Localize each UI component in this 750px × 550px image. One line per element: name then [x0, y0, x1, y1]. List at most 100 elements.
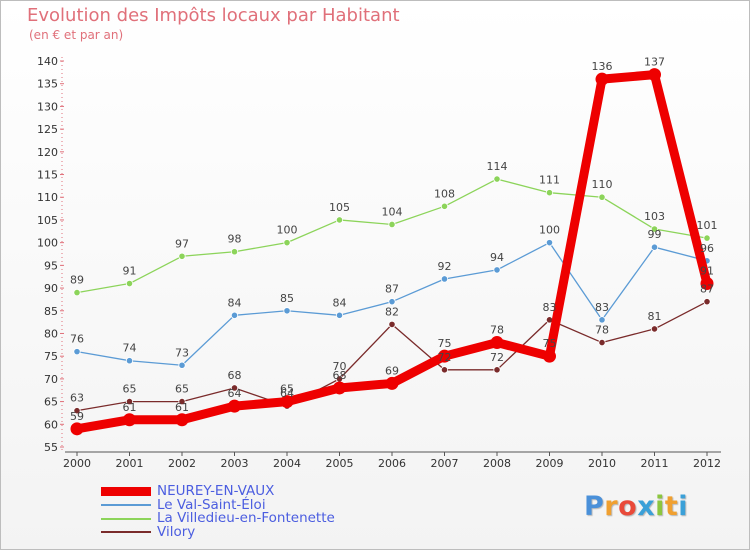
- data-label-le-val-saint-eloi: 85: [280, 292, 294, 305]
- series-le-val-saint-eloi: [73, 239, 711, 369]
- data-point-neurey-en-vaux: [595, 72, 609, 86]
- x-tick-label: 2003: [221, 457, 249, 470]
- data-point-la-villedieu-en-fontenette: [283, 239, 291, 247]
- data-label-le-val-saint-eloi: 99: [648, 228, 662, 241]
- data-point-neurey-en-vaux: [333, 381, 346, 395]
- data-point-vilory: [230, 384, 239, 392]
- x-tick-label: 2001: [116, 457, 144, 470]
- data-label-vilory: 65: [175, 383, 189, 396]
- data-point-vilory: [125, 397, 134, 406]
- data-point-le-val-saint-eloi: [598, 316, 606, 324]
- data-label-vilory: 78: [595, 324, 609, 337]
- x-tick-label: 2006: [378, 457, 406, 470]
- logo-letter: t: [664, 491, 679, 522]
- data-label-le-val-saint-eloi: 87: [385, 283, 399, 296]
- proxiti-logo: Proxiti: [584, 491, 688, 522]
- data-point-la-villedieu-en-fontenette: [440, 202, 449, 210]
- data-point-neurey-en-vaux: [228, 399, 241, 413]
- series-lines: [70, 68, 714, 436]
- data-label-la-villedieu-en-fontenette: 108: [434, 187, 455, 200]
- legend-swatch: [101, 504, 151, 507]
- data-point-neurey-en-vaux: [490, 336, 504, 350]
- data-label-neurey-en-vaux: 136: [592, 60, 613, 73]
- logo-letter: i: [678, 491, 689, 522]
- logo-letter: r: [604, 491, 619, 522]
- data-label-vilory: 64: [280, 387, 294, 400]
- y-tick-label: 105: [37, 214, 58, 227]
- data-point-le-val-saint-eloi: [125, 357, 134, 365]
- legend-swatch: [101, 517, 151, 520]
- data-label-neurey-en-vaux: 137: [644, 56, 665, 69]
- data-point-le-val-saint-eloi: [545, 239, 554, 247]
- y-tick-label: 75: [44, 350, 58, 363]
- data-label-vilory: 68: [228, 369, 242, 382]
- x-tick-label: 2011: [641, 457, 669, 470]
- data-point-la-villedieu-en-fontenette: [598, 193, 606, 201]
- data-point-le-val-saint-eloi: [650, 243, 659, 251]
- data-label-vilory: 83: [543, 301, 557, 314]
- data-point-la-villedieu-en-fontenette: [335, 216, 344, 224]
- data-point-la-villedieu-en-fontenette: [178, 252, 186, 260]
- x-tick-label: 2009: [536, 457, 564, 470]
- legend-label: NEUREY-EN-VAUX: [157, 483, 275, 499]
- data-point-la-villedieu-en-fontenette: [493, 175, 501, 183]
- x-tick-label: 2008: [483, 457, 511, 470]
- data-label-la-villedieu-en-fontenette: 101: [697, 219, 718, 232]
- y-tick-label: 55: [44, 441, 58, 454]
- data-point-vilory: [598, 338, 606, 347]
- legend-label: Vilory: [157, 523, 196, 540]
- data-label-neurey-en-vaux: 65: [280, 383, 294, 396]
- data-point-le-val-saint-eloi: [73, 348, 81, 356]
- y-tick-label: 100: [37, 237, 58, 250]
- chart-title: Evolution des Impôts locaux par Habitant: [27, 5, 400, 26]
- axes: 55 60 65 70 75 80 85 90 95 100 105 110 115 120 125 130 1…: [37, 55, 721, 470]
- data-point-le-val-saint-eloi: [230, 311, 239, 319]
- y-tick-label: 85: [44, 305, 58, 318]
- data-label-neurey-en-vaux: 64: [228, 387, 242, 400]
- series-line-la-villedieu-en-fontenette: [76, 178, 708, 294]
- legend-item-vilory: Vilory: [101, 523, 335, 540]
- data-point-le-val-saint-eloi: [493, 266, 501, 274]
- data-label-le-val-saint-eloi: 94: [490, 251, 504, 264]
- legend-label: La Villedieu-en-Fontenette: [157, 510, 335, 526]
- data-point-neurey-en-vaux: [280, 395, 294, 409]
- data-point-le-val-saint-eloi: [335, 311, 344, 319]
- x-tick-label: 2012: [693, 457, 721, 470]
- legend-item-la-villedieu-en-fontenette: La Villedieu-en-Fontenette: [101, 510, 335, 526]
- data-point-la-villedieu-en-fontenette: [125, 279, 134, 288]
- data-label-vilory: 70: [333, 360, 347, 373]
- data-point-neurey-en-vaux: [70, 422, 84, 436]
- data-label-le-val-saint-eloi: 100: [539, 224, 560, 237]
- data-label-neurey-en-vaux: 69: [385, 364, 399, 377]
- data-point-le-val-saint-eloi: [283, 307, 291, 315]
- data-point-la-villedieu-en-fontenette: [388, 220, 396, 229]
- y-tick-label: 140: [37, 55, 58, 68]
- y-tick-label: 125: [37, 123, 58, 136]
- data-label-le-val-saint-eloi: 84: [228, 296, 242, 309]
- data-point-neurey-en-vaux: [385, 376, 399, 390]
- data-label-la-villedieu-en-fontenette: 103: [644, 210, 665, 223]
- series-vilory: [73, 298, 711, 415]
- legend-swatch: [101, 531, 151, 534]
- series-la-villedieu-en-fontenette: [73, 175, 711, 297]
- data-label-neurey-en-vaux: 91: [700, 265, 714, 278]
- logo-letter: i: [655, 491, 665, 522]
- data-label-le-val-saint-eloi: 84: [333, 296, 347, 309]
- legend-label: Le Val-Saint-Éloi: [157, 496, 266, 513]
- y-tick-label: 65: [44, 396, 58, 409]
- data-point-vilory: [650, 325, 659, 333]
- data-label-le-val-saint-eloi: 74: [123, 342, 137, 355]
- data-point-vilory: [73, 407, 81, 415]
- data-point-la-villedieu-en-fontenette: [230, 248, 239, 256]
- data-point-vilory: [440, 366, 449, 374]
- legend-item-neurey-en-vaux: NEUREY-EN-VAUX: [101, 483, 335, 499]
- data-point-le-val-saint-eloi: [388, 298, 396, 306]
- data-label-la-villedieu-en-fontenette: 104: [382, 205, 403, 218]
- data-point-vilory: [703, 298, 711, 306]
- data-point-neurey-en-vaux: [438, 349, 451, 363]
- data-point-le-val-saint-eloi: [440, 275, 449, 283]
- data-label-la-villedieu-en-fontenette: 100: [277, 224, 298, 237]
- y-tick-label: 115: [37, 169, 58, 182]
- data-label-vilory: 81: [648, 310, 662, 323]
